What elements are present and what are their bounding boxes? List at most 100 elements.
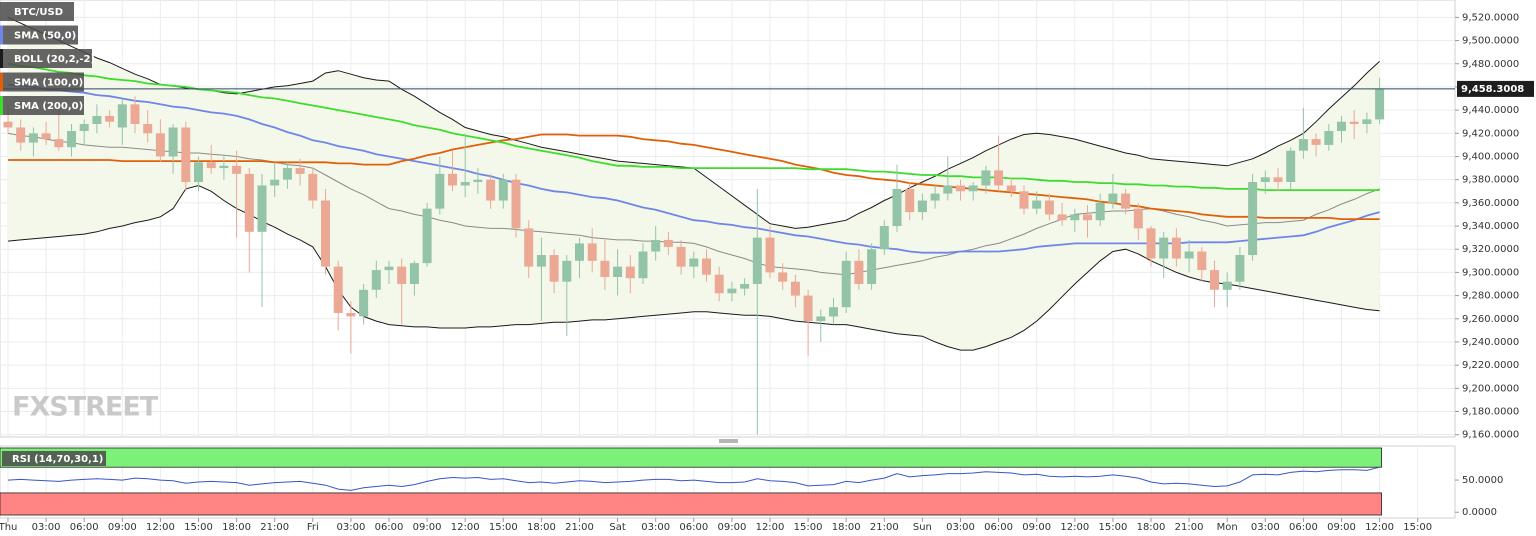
candle-body bbox=[625, 266, 635, 279]
overlay-layer: 9,458.3008 BTC/USD SMA (50,0) BOLL (20,2,-2… bbox=[0, 2, 1534, 466]
x-tick-label: 21:00 bbox=[565, 522, 594, 533]
watermark: FXSTREET bbox=[12, 392, 159, 423]
legend-box bbox=[0, 49, 92, 68]
rsi-line bbox=[7, 466, 1380, 491]
price-label: 9,458.3008 bbox=[1461, 84, 1524, 95]
candle-body bbox=[1298, 139, 1308, 151]
candle-body bbox=[765, 237, 775, 273]
legend-swatch bbox=[0, 72, 3, 92]
candle-body bbox=[536, 255, 546, 267]
x-tick-label: 18:00 bbox=[832, 522, 861, 533]
x-tick-label: 03:00 bbox=[1251, 522, 1280, 533]
candle-body bbox=[105, 115, 115, 122]
x-tick-label: 21:00 bbox=[870, 522, 899, 533]
candle-body bbox=[3, 121, 13, 128]
candle-body bbox=[1095, 202, 1105, 221]
x-tick-label: Thu bbox=[0, 522, 17, 533]
candle-body bbox=[968, 185, 978, 192]
y-tick-label: 9,440.0000 bbox=[1462, 105, 1519, 116]
y-tick-label: 9,320.0000 bbox=[1462, 244, 1519, 255]
candle-body bbox=[1362, 119, 1372, 125]
candle-body bbox=[829, 307, 838, 317]
x-tick-label: 15:00 bbox=[794, 522, 823, 533]
candle-body bbox=[295, 168, 305, 174]
candle-body bbox=[917, 200, 927, 213]
x-tick-label: 09:00 bbox=[413, 522, 442, 533]
y-tick-label: 9,380.0000 bbox=[1462, 175, 1519, 186]
candle-body bbox=[854, 260, 864, 284]
candle-body bbox=[371, 270, 381, 290]
candle-body bbox=[79, 124, 89, 131]
candle-body bbox=[1083, 214, 1092, 221]
candle-body bbox=[867, 249, 877, 284]
candle-body bbox=[1349, 121, 1359, 125]
candle-body bbox=[28, 133, 38, 143]
candle-body bbox=[790, 281, 800, 296]
candle-body bbox=[155, 133, 165, 157]
panel-resize-handle[interactable] bbox=[719, 439, 738, 443]
y-tick-label: 9,480.0000 bbox=[1462, 59, 1519, 70]
legend-box bbox=[0, 2, 74, 21]
candle-body bbox=[511, 179, 521, 229]
candle-body bbox=[448, 173, 457, 186]
legend-label: SMA (100,0) bbox=[14, 78, 83, 89]
x-tick-label: 06:00 bbox=[1289, 522, 1318, 533]
candle-body bbox=[1235, 255, 1245, 282]
x-tick-label: 06:00 bbox=[375, 522, 404, 533]
candle-body bbox=[905, 188, 915, 213]
candle-body bbox=[422, 208, 432, 264]
candle-body bbox=[435, 173, 445, 209]
candle-body bbox=[1324, 130, 1334, 145]
candle-body bbox=[168, 127, 178, 157]
candle-body bbox=[1121, 193, 1131, 209]
candle-body bbox=[1006, 185, 1016, 192]
legend-swatch bbox=[0, 25, 3, 45]
x-tick-label: 15:00 bbox=[184, 522, 213, 533]
y-tick-label: 9,360.0000 bbox=[1462, 198, 1519, 209]
candle-body bbox=[587, 243, 597, 261]
rsi-y-tick-label: 50.0000 bbox=[1462, 475, 1503, 486]
candle-body bbox=[270, 179, 280, 186]
x-tick-label: 09:00 bbox=[717, 522, 746, 533]
legend-box bbox=[0, 72, 84, 92]
candle-body bbox=[206, 162, 216, 169]
y-tick-label: 9,300.0000 bbox=[1462, 267, 1519, 278]
candle-body bbox=[1260, 177, 1270, 182]
candle-body bbox=[67, 130, 76, 148]
candle-body bbox=[397, 266, 407, 284]
y-tick-label: 9,420.0000 bbox=[1462, 128, 1519, 139]
candle-body bbox=[575, 243, 584, 261]
y-tick-label: 9,280.0000 bbox=[1462, 291, 1519, 302]
candle-body bbox=[943, 185, 953, 194]
y-tick-label: 9,240.0000 bbox=[1462, 337, 1519, 348]
sma-line bbox=[7, 62, 1380, 191]
candle-body bbox=[994, 170, 1004, 186]
x-tick-label: 12:00 bbox=[451, 522, 480, 533]
candle-body bbox=[359, 289, 369, 317]
candle-body bbox=[1248, 181, 1258, 256]
candle-body bbox=[689, 258, 699, 267]
legend-swatch bbox=[0, 96, 3, 115]
candle-body bbox=[727, 288, 737, 294]
candle-body bbox=[981, 170, 991, 186]
candle-body bbox=[892, 188, 902, 227]
y-tick-label: 9,340.0000 bbox=[1462, 221, 1519, 232]
rsi-label-box bbox=[2, 451, 106, 466]
x-tick-label: 03:00 bbox=[946, 522, 975, 533]
candle-body bbox=[41, 133, 51, 140]
candle-body bbox=[676, 246, 686, 267]
candle-body bbox=[1044, 200, 1054, 215]
candle-body bbox=[1159, 237, 1169, 259]
y-tick-label: 9,180.0000 bbox=[1462, 406, 1519, 417]
overbought-zone bbox=[0, 447, 1382, 468]
candle-body bbox=[549, 255, 559, 282]
candle-body bbox=[841, 260, 851, 308]
x-tick-label: 12:00 bbox=[756, 522, 785, 533]
candle-body bbox=[117, 104, 127, 128]
candle-body bbox=[498, 179, 508, 201]
candle-body bbox=[308, 173, 318, 201]
price-label-box bbox=[1457, 80, 1534, 97]
candle-body bbox=[1311, 139, 1321, 145]
